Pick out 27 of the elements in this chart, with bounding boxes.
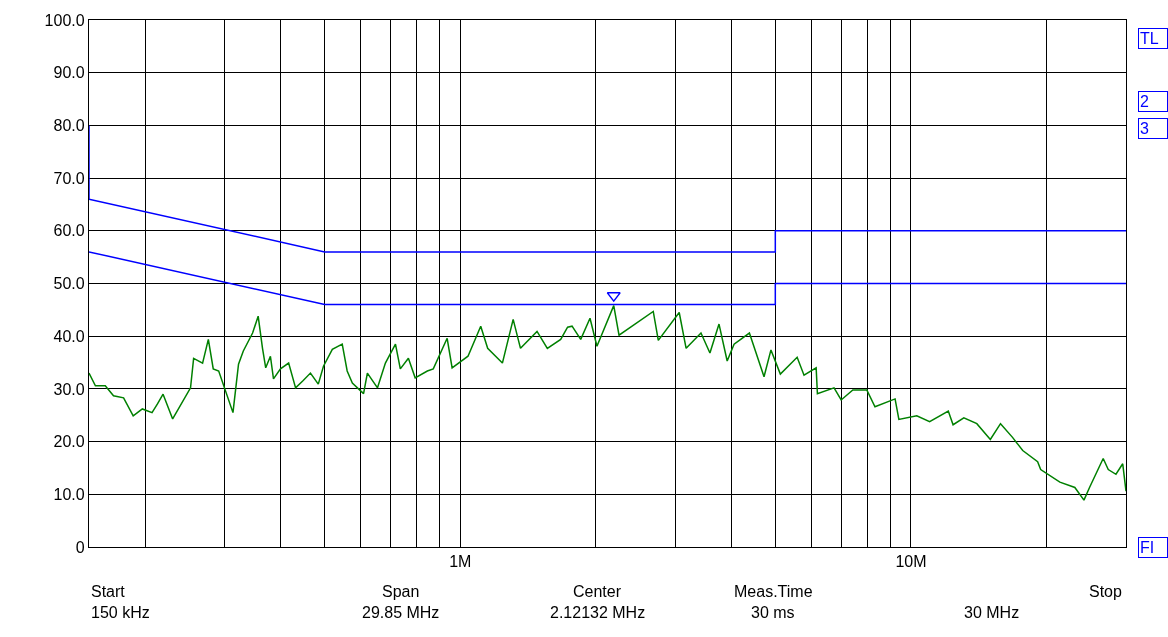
- text: 30 MHz: [964, 604, 1020, 621]
- text: Stop: [1089, 583, 1123, 600]
- y-tick-label: 50.0: [53, 275, 85, 293]
- text: Span: [382, 583, 420, 600]
- y-tick-label: 90.0: [53, 64, 85, 82]
- y-tick-label: 40.0: [53, 327, 85, 345]
- y-tick-label: 0: [75, 538, 85, 556]
- text: Start: [91, 583, 126, 600]
- y-tick-label: 30.0: [53, 380, 85, 398]
- text: 30 ms: [751, 604, 795, 621]
- y-tick-label: 60.0: [53, 222, 85, 240]
- text: Center: [573, 583, 622, 600]
- y-tick-label: 20.0: [53, 433, 85, 451]
- y-tick-label: 70.0: [53, 169, 85, 187]
- x-tick-label: 10M: [895, 553, 927, 571]
- y-tick-label: 10.0: [53, 485, 85, 503]
- text: 2.12132 MHz: [550, 604, 646, 621]
- y-tick-label: 100.0: [44, 11, 85, 29]
- y-tick-label: 80.0: [53, 117, 85, 134]
- text: Meas.Time: [734, 583, 813, 600]
- text: 2: [1140, 93, 1149, 110]
- text: 150 kHz: [91, 604, 150, 621]
- text: FI: [1140, 539, 1155, 556]
- text: 29.85 MHz: [362, 604, 440, 621]
- text: 3: [1140, 120, 1149, 137]
- x-tick-label: 1M: [449, 553, 472, 571]
- text: TL: [1140, 30, 1159, 47]
